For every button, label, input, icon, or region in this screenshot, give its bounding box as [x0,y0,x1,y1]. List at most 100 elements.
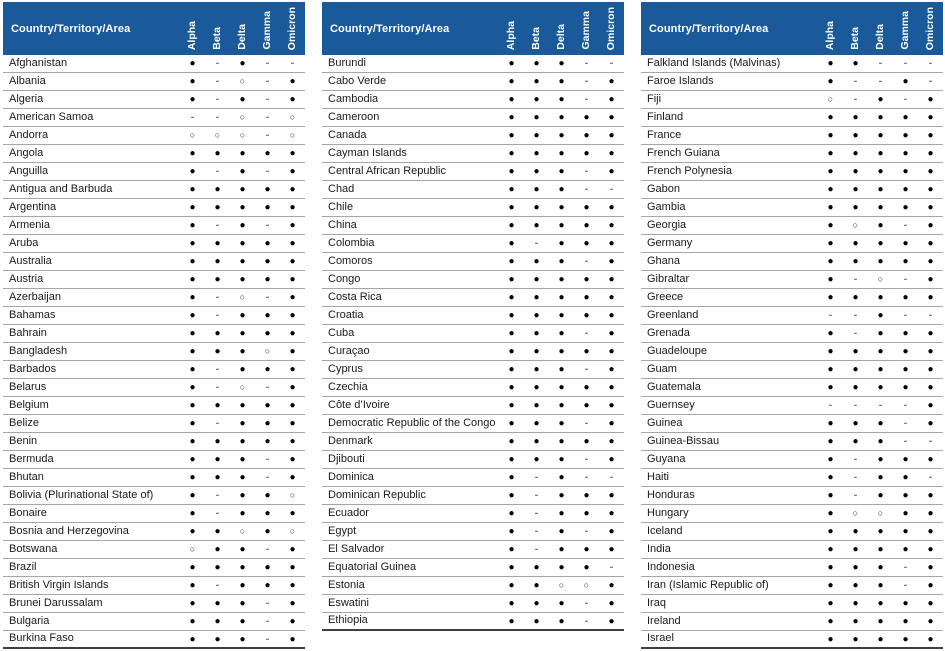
table-row: British Virgin Islands ● - ● ● ● [3,577,305,595]
variant-status-cell: - [205,58,230,69]
variant-status-cell: ● [230,328,255,339]
variant-status-cell: ● [599,202,624,213]
filled-circle-icon: ● [827,292,834,303]
filled-circle-icon: ● [558,364,565,375]
country-name: Burkina Faso [9,632,74,645]
dash-icon: - [265,381,270,393]
filled-circle-icon: ● [927,633,934,645]
variant-status-cell: ● [524,166,549,177]
country-name: Aruba [9,236,39,249]
table-row: Bermuda ● ● ● - ● [3,451,305,469]
filled-circle-icon: ● [189,454,196,465]
table-row: Andorra ○ ○ ○ - ○ [3,127,305,145]
filled-circle-icon: ● [902,148,909,159]
variant-status-cell: ● [549,490,574,501]
filled-circle-icon: ● [608,274,615,285]
country-variant-table-3: Country/Territory/Area Alpha Beta Delta Gamm… [641,2,943,649]
variant-status-cell: - [524,238,549,249]
filled-circle-icon: ● [508,580,515,591]
variant-status-cell: ● [893,508,918,519]
variant-status-cell: - [255,58,280,69]
variant-status-cell: ● [818,274,843,285]
country-name: Ethiopia [328,614,368,627]
filled-circle-icon: ● [608,148,615,159]
filled-circle-icon: ● [289,310,296,321]
table-row: Bolivia (Plurinational State of) ● - ● ● ○ [3,487,305,505]
open-circle-icon: ○ [852,220,859,230]
filled-circle-icon: ● [289,346,296,357]
dash-icon: - [878,75,883,87]
filled-circle-icon: ● [533,166,540,177]
variant-status-cell: ● [230,400,255,411]
open-circle-icon: ○ [239,382,246,392]
country-name: Albania [9,74,46,87]
country-name: Cuba [328,326,355,339]
variant-column-label: Omicron [286,6,299,50]
variant-status-cell: ● [180,382,205,393]
variant-status-cell: ● [599,76,624,87]
filled-circle-icon: ● [289,94,296,105]
variant-status-cell: - [524,526,549,537]
dash-icon: - [903,417,908,429]
filled-circle-icon: ● [902,616,909,627]
variant-status-cell: ● [230,490,255,501]
variant-status-cell: ● [255,562,280,573]
variant-status-cell: ● [205,328,230,339]
variant-status-cell: ● [599,526,624,537]
variant-status-cell: ● [918,292,943,303]
open-circle-icon: ○ [189,130,196,140]
filled-circle-icon: ● [239,508,246,519]
filled-circle-icon: ● [558,58,565,69]
filled-circle-icon: ● [927,616,934,627]
filled-circle-icon: ● [508,454,515,465]
variant-status-cell: ● [549,562,574,573]
table-row: Bahrain ● ● ● ● ● [3,325,305,343]
filled-circle-icon: ● [852,148,859,159]
variant-status-cell: ● [599,130,624,141]
open-circle-icon: ○ [239,130,246,140]
variant-status-cell: ● [918,184,943,195]
variant-status-cell: ● [599,94,624,105]
dash-icon: - [853,75,858,87]
dash-icon: - [853,93,858,105]
variant-status-cell: ● [549,202,574,213]
filled-circle-icon: ● [558,256,565,267]
country-name: Bosnia and Herzegovina [9,524,129,537]
filled-circle-icon: ● [289,256,296,267]
table-row: French Polynesia ● ● ● ● ● [641,163,943,181]
filled-circle-icon: ● [558,148,565,159]
dash-icon: - [215,57,220,69]
filled-circle-icon: ● [852,256,859,267]
open-circle-icon: ○ [583,580,590,590]
table-row: Bonaire ● - ● ● ● [3,505,305,523]
variant-status-cell: ● [524,328,549,339]
variant-status-cell: - [868,400,893,411]
filled-circle-icon: ● [877,526,884,537]
filled-circle-icon: ● [189,472,196,483]
variant-status-cell: ● [818,130,843,141]
variant-status-cell: ● [574,238,599,249]
variant-status-cell: ● [230,418,255,429]
dash-icon: - [265,543,270,555]
variant-status-cell: - [918,310,943,321]
variant-status-cell: ● [599,328,624,339]
filled-circle-icon: ● [533,436,540,447]
filled-circle-icon: ● [827,508,834,519]
variant-status-cell: - [574,76,599,87]
filled-circle-icon: ● [508,292,515,303]
variant-status-cell: ● [574,436,599,447]
variant-status-cell: ● [843,292,868,303]
country-name: Hungary [647,506,689,519]
table-row: Gabon ● ● ● ● ● [641,181,943,199]
filled-circle-icon: ● [508,544,515,555]
country-name: Iraq [647,596,666,609]
variant-status-cell: ● [499,508,524,519]
variant-status-cell: ● [918,328,943,339]
filled-circle-icon: ● [214,544,221,555]
filled-circle-icon: ● [533,94,540,105]
dash-icon: - [584,453,589,465]
filled-circle-icon: ● [508,58,515,69]
country-name: Cabo Verde [328,74,387,87]
variant-status-cell: ● [205,148,230,159]
country-name: Iran (Islamic Republic of) [647,578,769,591]
